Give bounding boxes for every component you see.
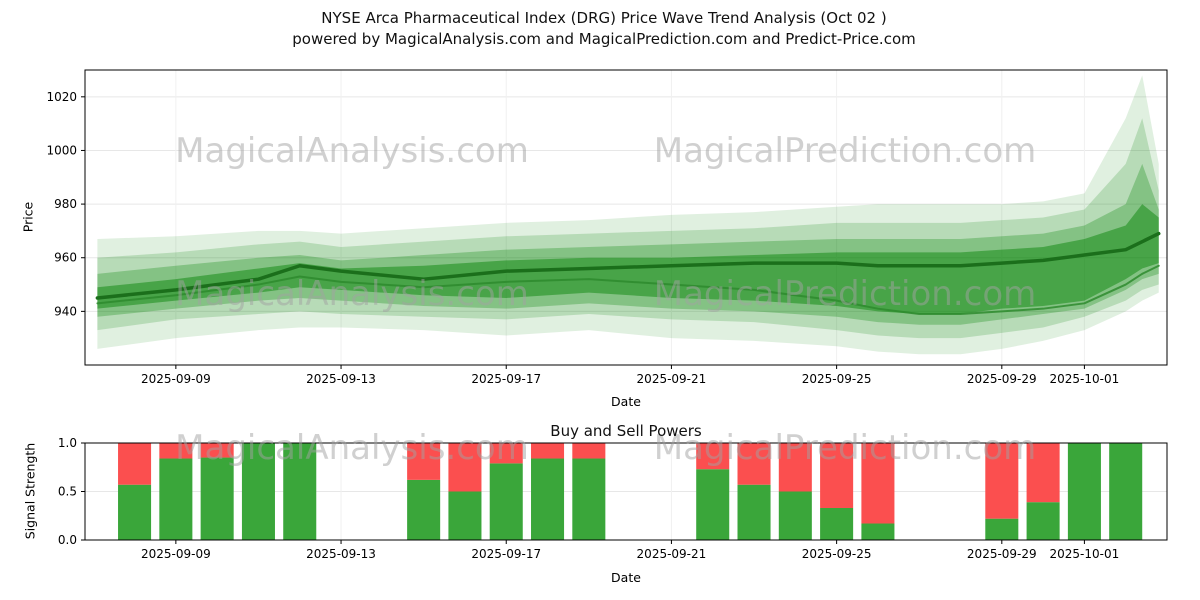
buy-bar [1067,443,1101,540]
figure-subtitle: powered by MagicalAnalysis.com and Magic… [292,30,916,48]
buy-bar [407,479,441,540]
x-tick-label: 2025-09-21 [637,547,707,561]
x-tick-label: 2025-09-13 [306,547,376,561]
figure-title: NYSE Arca Pharmaceutical Index (DRG) Pri… [321,9,887,27]
buy-bar [118,484,152,540]
buy-bar [778,491,812,540]
buy-bar [572,458,606,540]
sell-bar [159,443,193,459]
y-tick-label: 0.0 [58,533,77,547]
signal-chart-title: Buy and Sell Powers [550,422,702,440]
buy-bar [696,469,730,540]
x-tick-label: 2025-10-01 [1050,547,1120,561]
price-wave-bands [95,75,1161,355]
sell-bar [861,443,895,524]
sell-bar [1026,443,1060,503]
buy-bar [448,491,482,540]
sell-bar [200,443,234,458]
buy-bar [1026,502,1060,540]
buy-bar [985,518,1019,540]
price-band [97,204,1159,315]
x-tick-label: 2025-09-13 [306,372,376,386]
buy-bar [820,507,854,540]
y-tick-label: 0.5 [58,485,77,499]
x-tick-label: 2025-09-17 [471,547,541,561]
price-x-axis-label: Date [611,394,641,409]
y-tick-label: 1000 [46,143,77,157]
price-trend-line-2 [96,264,1160,316]
signal-y-axis-label: Signal Strength [22,442,38,540]
x-tick-label: 2025-09-09 [141,372,211,386]
x-tick-label: 2025-09-29 [967,372,1037,386]
y-tick-label: 940 [54,304,77,318]
sell-bar [489,443,523,464]
buy-bar [283,443,317,540]
buy-bar [737,484,771,540]
x-tick-label: 2025-09-21 [637,372,707,386]
sell-bar [572,443,606,459]
plot-border [84,69,1168,366]
sell-bar [985,443,1019,519]
y-tick-label: 1020 [46,90,77,104]
sell-bar [696,443,730,470]
x-tick-label: 2025-09-25 [802,372,872,386]
buy-bar [1109,443,1143,540]
x-tick-label: 2025-09-25 [802,547,872,561]
price-band [97,75,1159,355]
price-y-axis-label: Price [20,201,36,233]
signal-x-axis-label: Date [611,570,641,585]
sell-bar [737,443,771,485]
buy-bar [861,523,895,540]
x-tick-label: 2025-09-29 [967,547,1037,561]
x-tick-label: 2025-10-01 [1050,372,1120,386]
buy-bar [489,463,523,540]
price-trend-line-1 [95,231,1161,300]
sell-bar [820,443,854,508]
sell-bar [531,443,565,459]
sell-bar [118,443,152,485]
sell-bar [448,443,482,492]
y-tick-label: 960 [54,251,77,265]
y-tick-label: 1.0 [58,436,77,450]
price-band [97,163,1159,325]
buy-bar [241,443,275,540]
x-tick-label: 2025-09-17 [471,372,541,386]
sell-bar [778,443,812,492]
sell-bar [407,443,441,480]
buy-bar [200,457,234,540]
y-tick-label: 980 [54,197,77,211]
x-tick-label: 2025-09-09 [141,547,211,561]
buy-bar [531,458,565,540]
buy-bar [159,458,193,540]
